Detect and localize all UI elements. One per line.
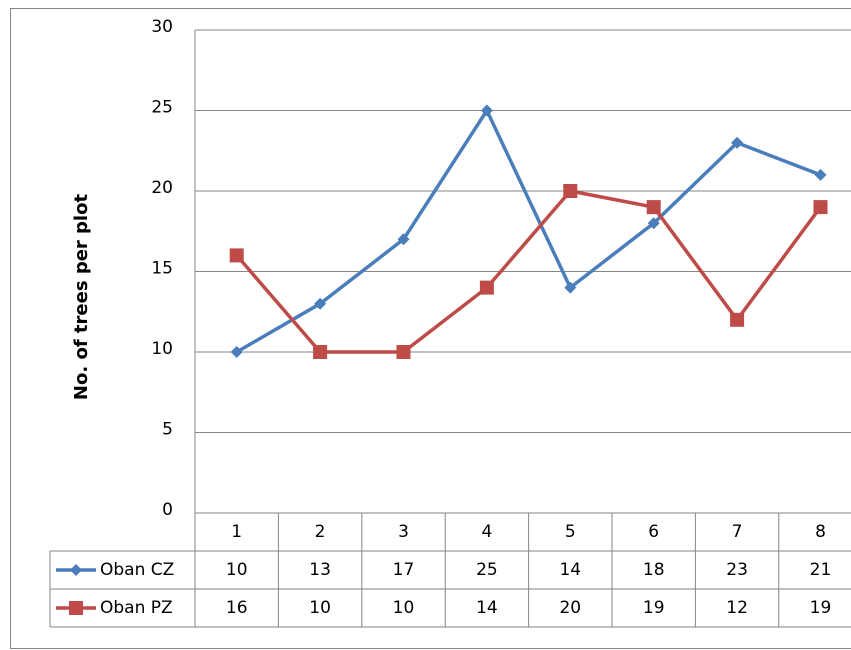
marker — [647, 217, 660, 230]
marker — [730, 312, 745, 327]
x-tick-label: 2 — [315, 522, 326, 542]
table-value: 20 — [559, 598, 581, 618]
table-value: 19 — [643, 598, 665, 618]
legend-key-marker — [70, 564, 82, 576]
legend-key-marker — [69, 601, 83, 615]
x-tick-label: 7 — [732, 522, 743, 542]
table-value: 10 — [393, 598, 415, 618]
y-tick-label: 10 — [151, 339, 173, 359]
y-tick-label: 5 — [162, 420, 173, 440]
y-tick-label: 0 — [162, 500, 173, 520]
table-value: 10 — [226, 560, 248, 580]
marker — [480, 104, 493, 117]
y-tick-label: 25 — [151, 98, 173, 118]
marker — [479, 280, 494, 295]
marker — [563, 184, 578, 198]
marker — [314, 297, 327, 310]
marker — [397, 233, 410, 246]
table-value: 18 — [643, 560, 665, 580]
y-tick-label: 30 — [151, 17, 173, 37]
marker — [731, 136, 744, 149]
marker — [814, 168, 827, 181]
marker — [564, 281, 577, 294]
table-value: 10 — [309, 598, 331, 618]
x-tick-label: 5 — [565, 522, 576, 542]
legend-label: Oban CZ — [100, 560, 174, 580]
marker — [813, 200, 828, 215]
chart-border — [10, 8, 851, 649]
table-value: 21 — [810, 560, 832, 580]
y-tick-label: 15 — [151, 259, 173, 279]
table-value: 23 — [726, 560, 748, 580]
marker — [313, 345, 328, 359]
table-value: 12 — [726, 598, 748, 618]
x-tick-label: 6 — [648, 522, 659, 542]
table-value: 16 — [226, 598, 248, 618]
x-tick-label: 1 — [231, 522, 242, 542]
table-value: 25 — [476, 560, 498, 580]
y-axis-title: No. of trees per plot — [71, 194, 92, 401]
x-tick-label: 3 — [398, 522, 409, 542]
x-tick-label: 8 — [815, 522, 826, 542]
marker — [396, 345, 411, 359]
series-line — [235, 108, 822, 354]
x-tick-label: 4 — [481, 522, 492, 542]
marker — [230, 346, 243, 358]
table-value: 17 — [393, 560, 415, 580]
table-value: 14 — [559, 560, 581, 580]
table-value: 14 — [476, 598, 498, 618]
legend-label: Oban PZ — [100, 598, 173, 618]
table-value: 19 — [810, 598, 832, 618]
series-line — [235, 189, 822, 354]
marker — [229, 248, 244, 263]
table-value: 13 — [309, 560, 331, 580]
marker — [646, 200, 661, 215]
y-tick-label: 20 — [151, 178, 173, 198]
